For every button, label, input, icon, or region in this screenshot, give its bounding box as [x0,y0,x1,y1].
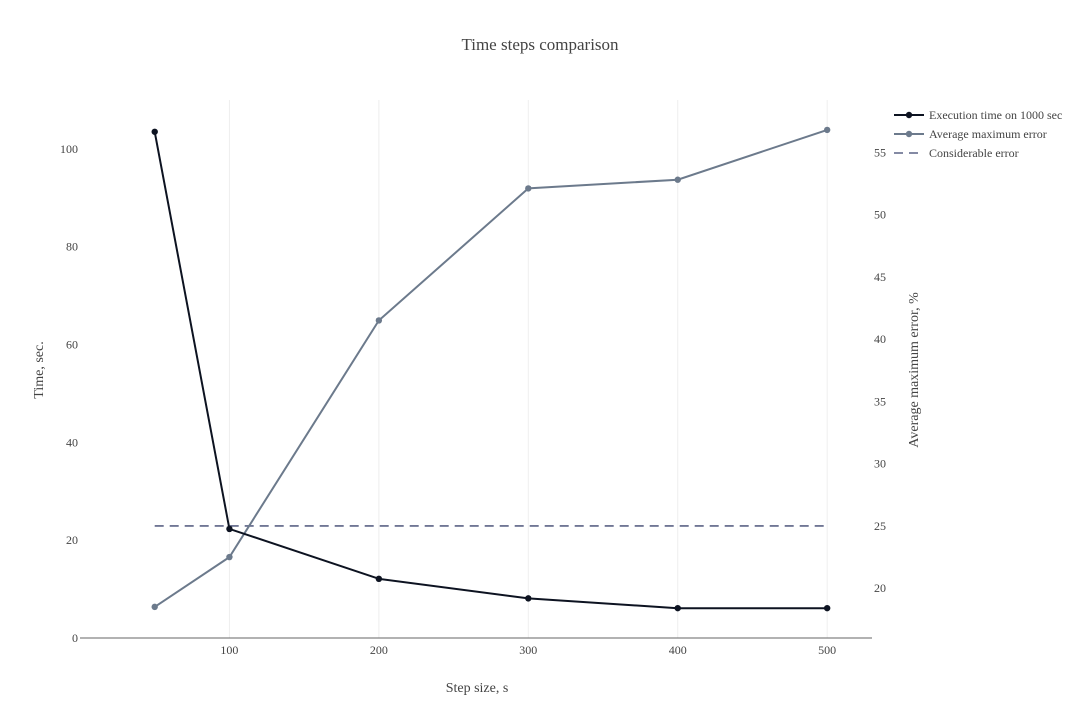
series-0-point [226,525,233,533]
x-tick-label: 100 [220,643,238,657]
x-axis-title: Step size, s [446,681,509,696]
y2-tick-label: 45 [874,270,886,284]
y-tick-label: 40 [66,435,78,449]
legend-marker [905,130,913,138]
series-1-point [823,126,831,134]
legend-marker [905,111,913,119]
chart-title: Time steps comparison [461,35,619,54]
legend-item-0: Execution time on 1000 sec [894,108,1062,122]
y-tick-label: 20 [66,533,78,547]
series-1-point [226,553,233,561]
y-tick-label: 80 [66,240,78,254]
y2-tick-label: 50 [874,208,886,222]
legend-item-1: Average maximum error [894,127,1047,141]
x-tick-label: 200 [370,643,388,657]
series-0-point [375,575,383,583]
legend: Execution time on 1000 sec Average maximu… [894,108,1062,160]
x-tick-labels: 100 200 300 400 500 [220,643,836,657]
series-0-point [674,604,681,612]
legend-label: Considerable error [929,146,1019,160]
y-tick-label: 0 [72,631,78,645]
legend-label: Execution time on 1000 sec [929,108,1062,122]
series-1-point [375,317,383,324]
y2-tick-label: 20 [874,581,886,595]
series-line-0 [153,131,828,610]
y2-tick-label: 25 [874,519,886,533]
y2-tick-labels: 20 25 30 35 40 45 50 55 [874,145,886,595]
series-1-point [525,185,532,192]
series-line-1 [154,128,828,608]
legend-label: Average maximum error [929,127,1047,141]
series-0-point [151,128,158,135]
x-tick-label: 400 [669,643,687,657]
y-tick-labels: 0 20 40 60 80 100 [60,142,78,645]
y2-tick-label: 55 [874,145,886,159]
series-0-point [525,595,532,602]
y2-axis-title: Average maximum error, % [907,292,922,448]
x-tick-label: 300 [519,643,537,657]
series-1-point [151,603,158,611]
grid-layer [228,100,828,638]
y2-tick-label: 40 [874,332,886,346]
y-tick-label: 100 [60,142,78,156]
y-axis-title: Time, sec. [32,341,47,398]
legend-item-2: Considerable error [894,146,1019,160]
series-1-point [674,176,681,183]
y-tick-label: 60 [66,338,78,352]
y2-tick-label: 30 [874,457,886,471]
series-0-point [823,604,831,612]
x-tick-label: 500 [818,643,836,657]
y2-tick-label: 35 [874,394,886,408]
series-layer [151,126,831,612]
